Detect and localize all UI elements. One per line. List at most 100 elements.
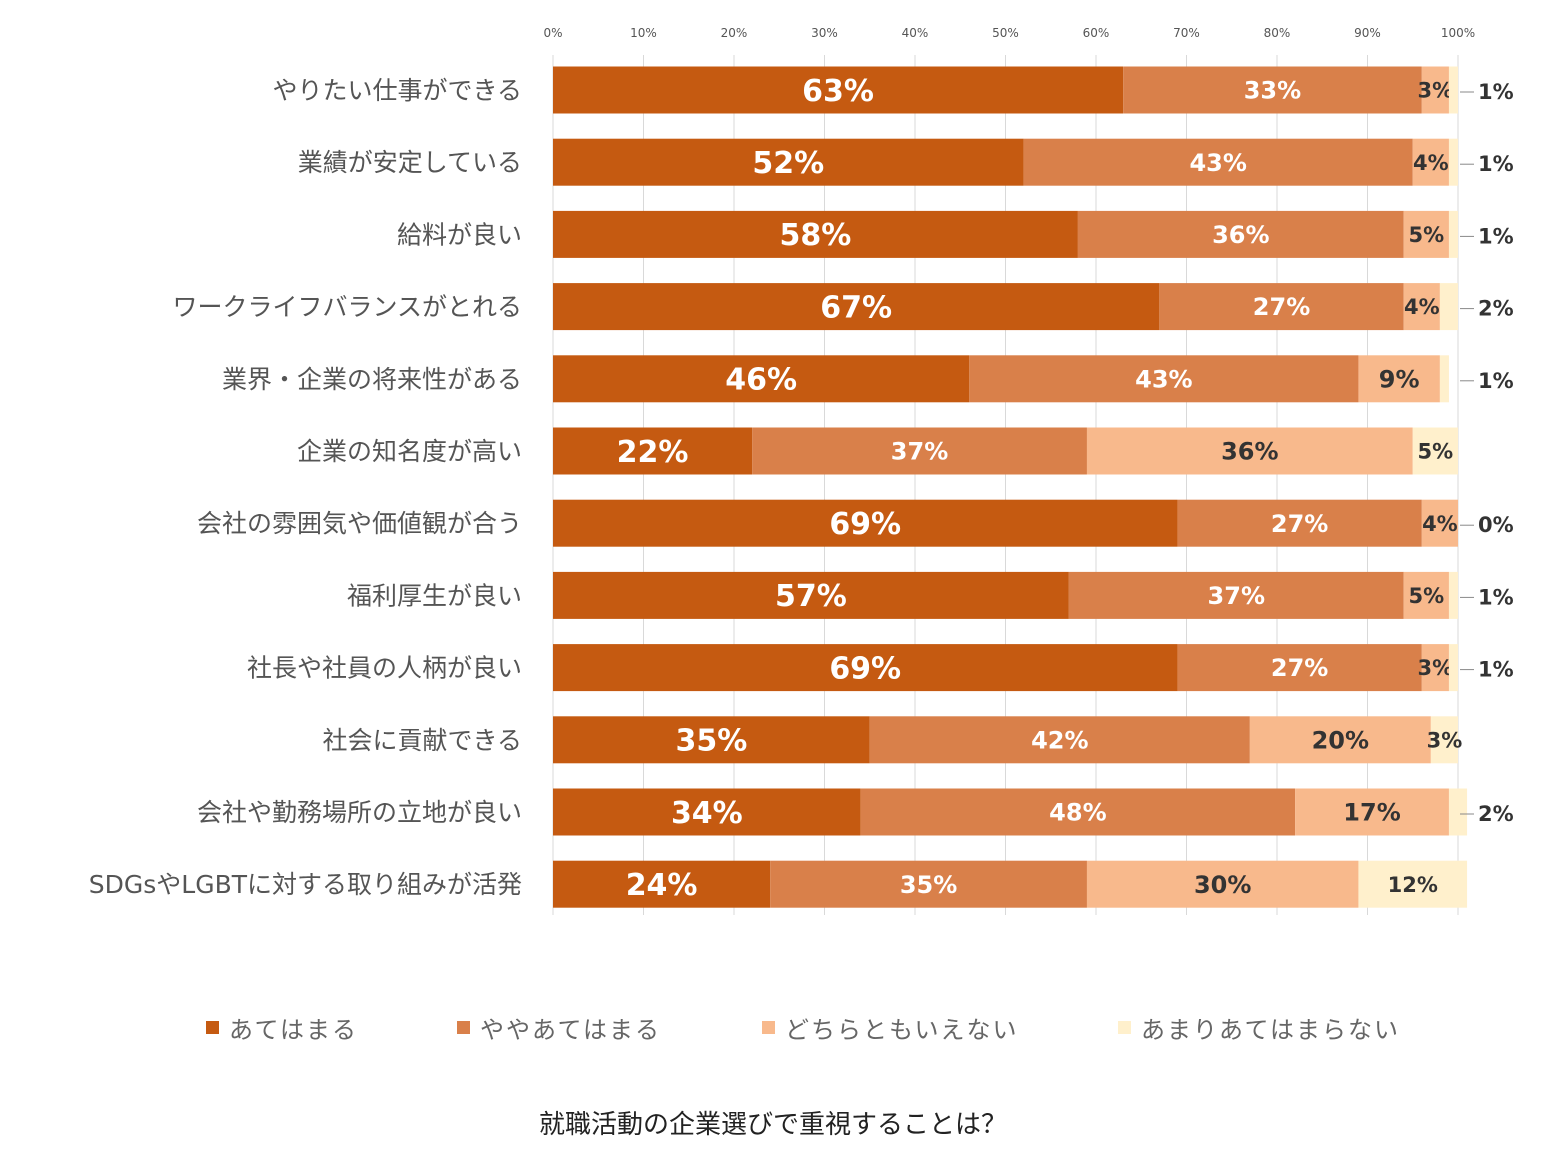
bar-segment	[553, 210, 1078, 258]
category-label: ワークライフバランスがとれる	[172, 293, 522, 322]
bar-segment	[1439, 283, 1458, 331]
data-label: 69%	[829, 507, 901, 542]
data-label: 3%	[1427, 728, 1463, 752]
data-label: 27%	[1271, 654, 1328, 682]
bar-segment	[1421, 66, 1449, 114]
legend-label: ややあてはまる	[480, 1016, 662, 1044]
bar-segment	[1448, 788, 1468, 836]
x-tick-label: 80%	[1264, 26, 1291, 40]
bar-segment	[1403, 571, 1449, 619]
bar-segment	[1159, 283, 1404, 331]
bar-segment	[1358, 355, 1440, 403]
data-label: 0%	[1478, 513, 1514, 537]
bar-segment	[1077, 210, 1404, 258]
data-label: 52%	[752, 146, 824, 181]
bar-segment	[1430, 716, 1458, 764]
data-label: 5%	[1408, 223, 1444, 247]
category-labels: やりたい仕事ができる業績が安定している給料が良いワークライフバランスがとれる業界…	[89, 76, 522, 899]
data-label: 4%	[1422, 512, 1458, 536]
x-axis-ticks: 0% 10% 20% 30% 40% 50% 60% 70% 80% 90% 100%	[543, 26, 1475, 40]
data-label: 43%	[1135, 365, 1192, 393]
legend-item-atehamaru: あてはまる	[206, 1010, 358, 1045]
chart-title: 就職活動の企業選びで重視することは？	[538, 1110, 1007, 1140]
data-label: 22%	[617, 435, 689, 470]
bar-segment	[1023, 138, 1413, 186]
bars: 63% 33% 3% 1% 52% 43% 4% 1% 58% 36% 5% 1% 67% 27% 4% 2%…	[553, 66, 1514, 908]
data-label: 43%	[1189, 149, 1246, 177]
bar-segment	[1421, 644, 1449, 692]
category-label: 社会に貢献できる	[322, 726, 522, 755]
category-label: 業績が安定している	[298, 148, 522, 177]
data-label: 37%	[891, 438, 948, 466]
category-label: SDGsやLGBTに対する取り組みが活発	[89, 870, 522, 899]
data-label: 4%	[1404, 295, 1440, 319]
bar-segment	[553, 283, 1160, 331]
bar-segment	[869, 716, 1250, 764]
legend-label: どちらともいえない	[785, 1016, 1019, 1044]
bar-segment	[1421, 499, 1458, 547]
legend-item-dochiratomo-ienai: どちらともいえない	[762, 1010, 1019, 1045]
data-label: 24%	[626, 868, 698, 903]
bar-segment	[1086, 860, 1359, 908]
bar-segment	[1448, 644, 1458, 692]
data-label: 5%	[1408, 584, 1444, 608]
data-label: 35%	[675, 724, 747, 759]
data-label: 57%	[775, 579, 847, 614]
gridlines	[552, 55, 1459, 915]
legend-swatch	[206, 1021, 219, 1034]
data-label: 5%	[1418, 440, 1454, 464]
data-label: 2%	[1478, 297, 1514, 321]
data-label: 1%	[1478, 658, 1514, 682]
data-label: 1%	[1478, 224, 1514, 248]
legend-item-amari-atehamaranai: あまりあてはまらない	[1118, 1010, 1400, 1045]
bar-segment	[553, 355, 970, 403]
legend-item-yaya-atehamaru: ややあてはまる	[457, 1010, 661, 1045]
bar-segment	[553, 571, 1069, 619]
data-label: 37%	[1208, 582, 1265, 610]
x-tick-label: 100%	[1441, 26, 1475, 40]
x-tick-label: 50%	[992, 26, 1019, 40]
data-label: 4%	[1413, 151, 1449, 175]
bar-segment	[1177, 499, 1422, 547]
bar-segment	[553, 138, 1024, 186]
x-tick-label: 20%	[721, 26, 748, 40]
bar-segment	[1448, 66, 1458, 114]
category-label: 福利厚生が良い	[347, 581, 522, 610]
data-label: 12%	[1388, 873, 1438, 897]
bar-segment	[1412, 427, 1458, 475]
bar-segment	[1403, 210, 1449, 258]
data-label: 36%	[1221, 438, 1278, 466]
x-tick-label: 10%	[630, 26, 657, 40]
data-label: 27%	[1253, 293, 1310, 321]
bar-segment	[1439, 355, 1449, 403]
data-label: 67%	[820, 290, 892, 325]
data-label: 30%	[1194, 871, 1251, 899]
data-label: 1%	[1478, 152, 1514, 176]
bar-segment	[770, 860, 1087, 908]
bar-segment	[1249, 716, 1431, 764]
data-label: 9%	[1379, 365, 1420, 393]
category-label: やりたい仕事ができる	[272, 76, 522, 105]
bar-segment	[1123, 66, 1422, 114]
bar-segment	[1068, 571, 1404, 619]
bar-segment	[553, 427, 753, 475]
bar-segment	[553, 644, 1178, 692]
data-label: 33%	[1244, 77, 1301, 105]
category-label: 企業の知名度が高い	[297, 437, 522, 466]
x-tick-label: 90%	[1354, 26, 1381, 40]
legend: あてはまる ややあてはまる どちらともいえない あまりあてはまらない	[0, 1010, 1546, 1050]
data-label: 63%	[802, 74, 874, 109]
bar-segment	[1403, 283, 1440, 331]
data-label: 1%	[1478, 80, 1514, 104]
stacked-bar-chart: 0% 10% 20% 30% 40% 50% 60% 70% 80% 90% 100% 63% 33%…	[89, 26, 1514, 915]
data-label: 2%	[1478, 802, 1514, 826]
data-label: 69%	[829, 651, 901, 686]
data-label: 46%	[725, 363, 797, 398]
bar-segment	[553, 788, 861, 836]
bar-segment	[752, 427, 1087, 475]
data-label: 48%	[1049, 799, 1106, 827]
bar-segment	[1448, 210, 1458, 258]
category-label: 社長や社員の人柄が良い	[247, 654, 522, 683]
category-label: 会社や勤務場所の立地が良い	[197, 798, 522, 827]
bar-segment	[860, 788, 1296, 836]
